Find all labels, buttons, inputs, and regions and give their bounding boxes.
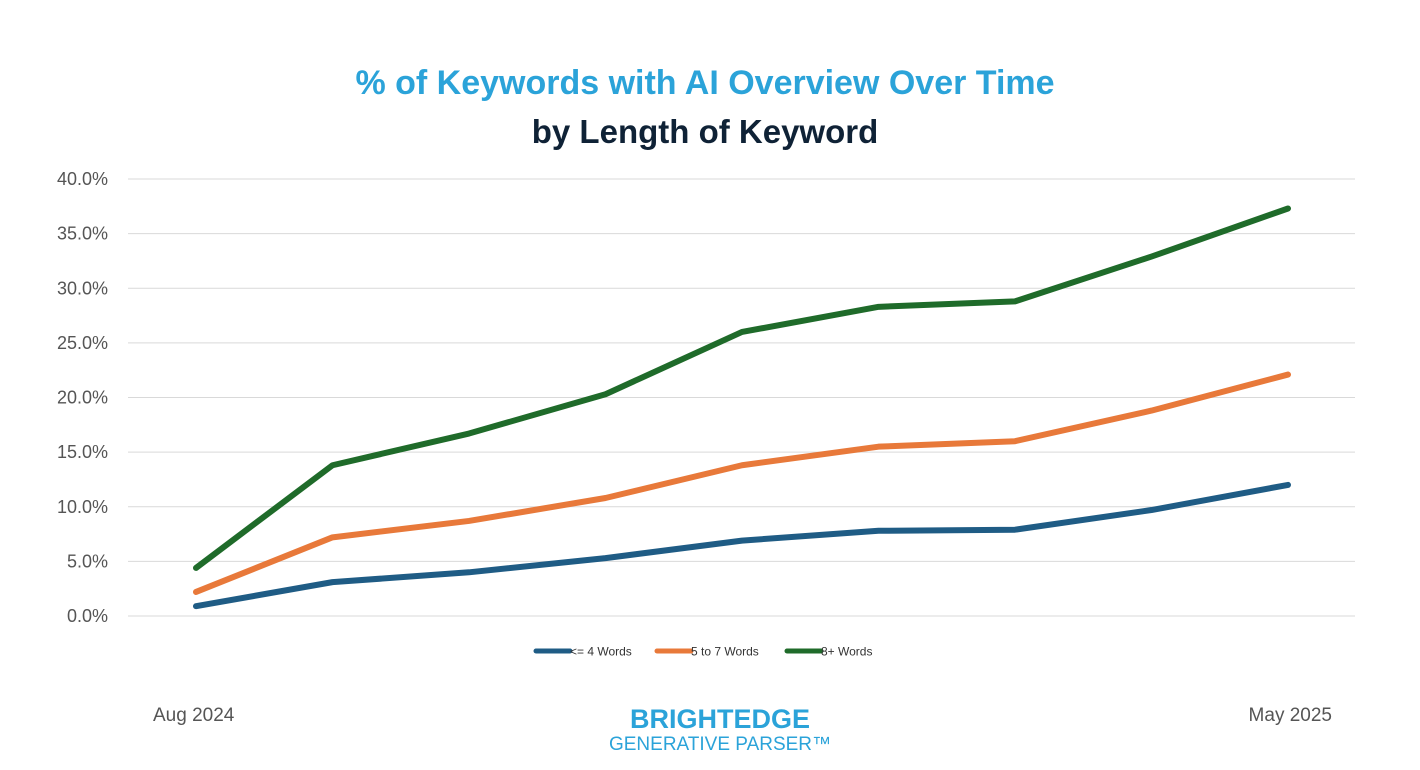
- legend-label-3: 8+ Words: [821, 645, 872, 659]
- y-tick-label: 5.0%: [67, 551, 108, 571]
- brand-name: BRIGHTEDGE: [629, 704, 810, 734]
- y-tick-label: 40.0%: [57, 169, 108, 189]
- y-tick-label: 25.0%: [57, 333, 108, 353]
- chart-subtitle: by Length of Keyword: [531, 113, 879, 150]
- start-date-label: Aug 2024: [153, 705, 235, 726]
- series-line-3: [193, 205, 1291, 571]
- y-axis-ticks: 0.0% 5.0% 10.0% 15.0% 20.0% 25.0% 30.0% 35.0% 40…: [57, 169, 108, 626]
- y-tick-label: 10.0%: [57, 497, 108, 517]
- legend-label-1: <= 4 Words: [570, 645, 632, 659]
- gridlines: [128, 178, 1355, 617]
- brand-logo: BRIGHTEDGE GENERATIVE PARSER™: [560, 704, 880, 756]
- legend: <= 4 Words 5 to 7 Words 8+ Words: [533, 645, 872, 659]
- series-line-1: [193, 481, 1291, 610]
- chart-title: % of Keywords with AI Overview Over Time: [355, 64, 1055, 102]
- brand-subtitle: GENERATIVE PARSER™: [608, 734, 832, 755]
- series-lines: [193, 205, 1291, 610]
- y-tick-label: 15.0%: [57, 442, 108, 462]
- y-tick-label: 0.0%: [67, 606, 108, 626]
- legend-label-2: 5 to 7 Words: [691, 645, 759, 659]
- y-tick-label: 30.0%: [57, 278, 108, 298]
- y-tick-label: 35.0%: [57, 224, 108, 244]
- end-date-label: May 2025: [1248, 705, 1332, 726]
- series-line-2: [193, 371, 1291, 595]
- y-tick-label: 20.0%: [57, 388, 108, 408]
